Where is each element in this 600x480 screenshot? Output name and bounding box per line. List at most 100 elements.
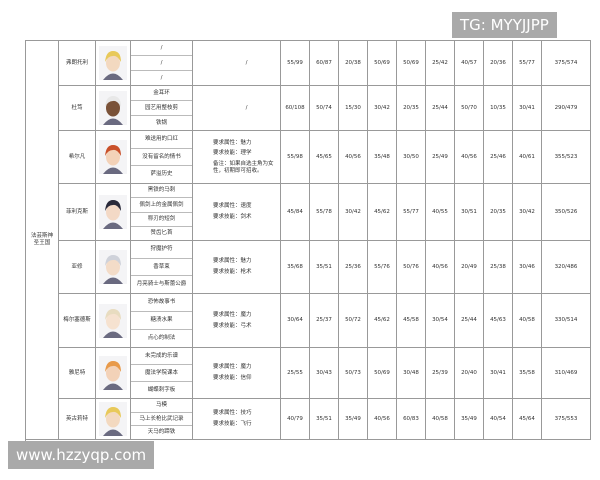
portrait-cell	[96, 241, 131, 294]
stat-cell: 35/58	[513, 348, 542, 399]
requirements-cell: /	[193, 86, 281, 131]
stat-cell: 20/40	[455, 348, 484, 399]
stat-cell: 375/553	[542, 399, 591, 440]
table: 法芸斯神圣王国 弗朗托利 / / //55/99 60/87 20/38 50/69 50/69…	[25, 40, 591, 441]
stat-cell: 30/50	[397, 131, 426, 184]
gift-item: 狩魔护符	[131, 241, 192, 259]
character-name: 亚修	[59, 241, 96, 294]
stat-cell: 30/48	[397, 348, 426, 399]
watermark: www.hzzyqp.com	[8, 441, 155, 469]
stat-cell: 45/65	[310, 131, 339, 184]
gifts-cell: 未完成的乐谱 魔法学院课本 蝴蝶刺字板	[131, 348, 193, 399]
gift-item: 香草束	[131, 259, 192, 277]
stat-cell: 20/35	[484, 184, 513, 241]
requirements-cell: 要求属性：速度 要求技能：剑术	[193, 184, 281, 241]
stat-cell: 350/526	[542, 184, 591, 241]
portrait-cell	[96, 294, 131, 348]
requirement-text: 要求技能：剑术	[213, 214, 252, 220]
requirement-text: /	[245, 104, 248, 111]
requirement-text: /	[245, 59, 248, 66]
stat-cell: 310/469	[542, 348, 591, 399]
requirement-text: 要求属性：技巧	[213, 410, 252, 417]
gift-item: 天马的蹄铁	[147, 429, 176, 436]
stat-cell: 25/42	[426, 41, 455, 86]
stat-cell: 30/46	[513, 241, 542, 294]
stat-cell: 330/514	[542, 294, 591, 348]
portrait-cell	[96, 86, 131, 131]
stat-cell: 50/74	[310, 86, 339, 131]
gift-item: /	[131, 41, 192, 56]
portrait	[99, 356, 127, 390]
stat-cell: 25/44	[455, 294, 484, 348]
portrait	[99, 91, 127, 125]
character-name: 雅尼特	[59, 348, 96, 399]
portrait	[99, 46, 127, 80]
stat-cell: 25/44	[426, 86, 455, 131]
portrait-cell	[96, 131, 131, 184]
character-name: 杜笃	[59, 86, 96, 131]
portrait-cell	[96, 184, 131, 241]
stat-cell: 40/79	[281, 399, 310, 440]
stat-cell: 30/51	[455, 184, 484, 241]
stat-cell: 60/83	[397, 399, 426, 440]
stat-cell: 30/41	[484, 348, 513, 399]
gift-item: 点心的制法	[147, 335, 176, 342]
requirement-text: 要求技能：理学	[213, 150, 252, 157]
portrait-cell	[96, 348, 131, 399]
requirements-cell: 要求属性：魅力 要求技能：理学 备注：如果自选主角为女性，初期即可招收。	[193, 131, 281, 184]
gifts-cell: 恐怖故事书 糖渍水果 点心的制法	[131, 294, 193, 348]
stat-cell: 50/72	[339, 294, 368, 348]
requirement-text: 要求属性：魔力	[213, 311, 252, 318]
stat-cell: 40/58	[513, 294, 542, 348]
stat-cell: 40/57	[455, 41, 484, 86]
stat-cell: 30/41	[513, 86, 542, 131]
stat-cell: 30/42	[339, 184, 368, 241]
portrait-cell	[96, 399, 131, 440]
stat-cell: 35/68	[281, 241, 310, 294]
gift-item: 月亮骑士与斯蕾公爵	[136, 281, 187, 288]
requirement-text: 要求技能：飞行	[213, 421, 252, 427]
portrait	[99, 195, 127, 229]
gift-item: 黑铁的马刺	[131, 184, 192, 199]
requirement-text: 要求属性：魅力	[213, 258, 252, 265]
gift-item: 恐怖故事书	[131, 294, 192, 312]
stat-cell: 50/76	[397, 241, 426, 294]
stat-cell: 25/49	[426, 131, 455, 184]
group-cell: 法芸斯神圣王国	[26, 41, 59, 440]
stat-cell: 40/56	[426, 241, 455, 294]
stat-cell: 320/486	[542, 241, 591, 294]
gift-item: 马模	[131, 399, 192, 413]
stat-cell: 60/108	[281, 86, 310, 131]
requirements-cell: 要求属性：魔力 要求技能：信仰	[193, 348, 281, 399]
stat-cell: 25/37	[310, 294, 339, 348]
requirement-text: 要求技能：信仰	[213, 375, 252, 381]
gifts-cell: 难送用的口红 没有留名的情书 萨溢历史	[131, 131, 193, 184]
character-name: 英古莉特	[59, 399, 96, 440]
character-name: 希尔凡	[59, 131, 96, 184]
stat-cell: 55/78	[310, 184, 339, 241]
requirements-cell: 要求属性：魅力 要求技能：枪术	[193, 241, 281, 294]
stat-cell: 15/30	[339, 86, 368, 131]
stat-cell: 50/69	[368, 41, 397, 86]
stat-cell: 55/99	[281, 41, 310, 86]
gift-item: 佩剑上的金属佩剑	[131, 198, 192, 213]
stat-cell: 20/49	[455, 241, 484, 294]
stat-cell: 50/73	[339, 348, 368, 399]
stat-cell: 25/55	[281, 348, 310, 399]
stat-cell: 60/87	[310, 41, 339, 86]
stat-cell: 35/51	[310, 241, 339, 294]
stat-cell: 30/64	[281, 294, 310, 348]
stat-cell: 20/38	[339, 41, 368, 86]
stat-cell: 375/574	[542, 41, 591, 86]
gift-item: 赞齿匕首	[150, 230, 173, 237]
gift-item: 马上长枪比武记录	[131, 413, 192, 427]
gift-item: /	[131, 56, 192, 71]
gift-item: 铁锅	[155, 119, 167, 126]
gift-item: 难送用的口红	[131, 131, 192, 149]
gifts-cell: 黑铁的马刺 佩剑上的金属佩剑 称刃的短剑 赞齿匕首	[131, 184, 193, 241]
stat-cell: 25/46	[484, 131, 513, 184]
stat-cell: 30/43	[310, 348, 339, 399]
gift-item: 魔法学院课本	[131, 365, 192, 382]
stat-cell: 40/56	[455, 131, 484, 184]
